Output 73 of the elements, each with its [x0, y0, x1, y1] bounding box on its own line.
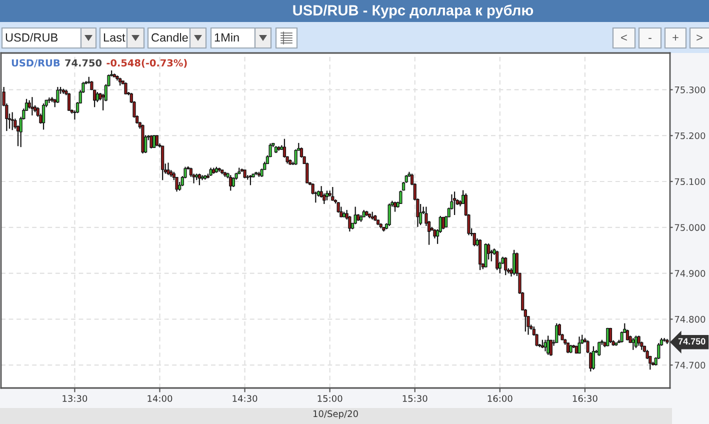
candlestick: [598, 341, 601, 356]
x-tick-label: 15:30: [402, 395, 428, 402]
x-tick-label: 14:30: [232, 395, 258, 402]
x-axis-title: 10/Sep/20: [313, 410, 358, 419]
candlestick: [578, 336, 581, 354]
candlestick: [56, 86, 60, 104]
x-tick-label: 13:30: [62, 395, 88, 402]
text: +: [672, 34, 678, 41]
x-tick-label: 15:00: [318, 395, 342, 402]
candlestick: [30, 96, 34, 116]
text: >: [696, 34, 702, 41]
annotation: 74.750: [65, 59, 102, 67]
candlestick: [232, 176, 236, 188]
y-tick-label: 75.100: [674, 178, 706, 186]
annotation: -0.548(-0.73%): [106, 59, 187, 68]
candlestick: [67, 92, 71, 112]
candlestick: [325, 190, 329, 201]
candlestick: [229, 174, 232, 192]
candlestick: [512, 249, 516, 276]
x-tick-label: 16:00: [488, 395, 512, 402]
candlestick: [336, 202, 340, 214]
candlestick: [626, 329, 630, 341]
y-tick-label: 74.800: [674, 316, 706, 323]
candlestick: [10, 112, 14, 131]
text: -: [648, 38, 652, 39]
candlestick: [175, 176, 178, 192]
candlestick: [496, 250, 499, 271]
candlestick: [442, 216, 445, 230]
candlestick: [294, 148, 298, 166]
y-tick-label: 74.900: [674, 270, 706, 277]
y-tick-label: 75.300: [674, 86, 706, 94]
candlestick: [637, 335, 640, 346]
text: <: [621, 34, 627, 41]
candlestick: [393, 201, 397, 212]
candlestick: [124, 82, 128, 95]
candlestick: [555, 322, 558, 344]
candlestick: [544, 339, 547, 352]
candlestick: [608, 327, 612, 344]
chart-title: USD/RUB - Курс доллара к рублю: [293, 4, 534, 18]
y-tick-label: 75.000: [674, 224, 706, 231]
candlestick: [484, 242, 488, 268]
candlestick: [42, 102, 46, 130]
candlestick: [546, 335, 550, 356]
candlestick: [155, 134, 158, 147]
text: USD/RUB: [12, 59, 60, 68]
candlestick: [331, 186, 334, 202]
candlestick: [248, 174, 252, 186]
text: USD/RUB: [6, 33, 58, 42]
candlestick: [592, 346, 596, 370]
candlestick: [150, 134, 153, 150]
candlestick: [634, 335, 638, 349]
candlestick: [549, 339, 552, 356]
annotation: 74.750: [678, 338, 706, 345]
candlestick: [646, 349, 649, 360]
y-tick-label: 74.700: [674, 362, 706, 369]
candlestick: [282, 138, 286, 158]
candlestick: [632, 337, 635, 350]
candlestick: [620, 331, 624, 344]
text: 1Min: [214, 33, 239, 42]
text: Last: [104, 33, 126, 42]
candlestick: [152, 134, 156, 149]
candlestick: [504, 256, 508, 276]
candlestick: [388, 202, 391, 227]
candlestick: [166, 162, 170, 176]
y-tick-label: 75.200: [674, 132, 706, 140]
x-tick-label: 16:30: [572, 395, 598, 402]
text: Candle: [152, 33, 188, 42]
candlestick: [161, 145, 164, 181]
candlestick: [478, 238, 482, 271]
candlestick: [472, 232, 476, 247]
candlestick: [453, 191, 456, 216]
candlestick: [340, 206, 343, 218]
x-tick-label: 14:00: [148, 395, 172, 402]
